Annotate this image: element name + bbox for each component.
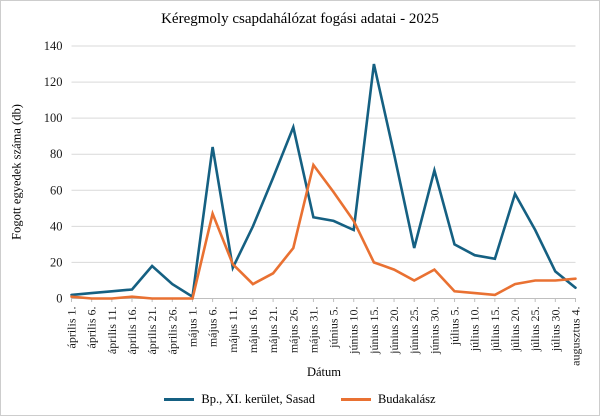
x-tick-label: május 26.	[286, 307, 300, 354]
series-line-0	[70, 63, 577, 299]
legend-item-0[interactable]: Bp., XI. kerület, Sasad	[164, 392, 315, 407]
legend-swatch-icon	[164, 398, 195, 401]
y-tick-label: 60	[50, 183, 63, 197]
x-tick-label: június 30.	[427, 307, 441, 355]
x-tick-label: május 1.	[185, 307, 199, 348]
y-tick-label: 20	[50, 255, 63, 269]
y-tick-label: 0	[56, 292, 62, 306]
x-tick-label: július 25.	[528, 307, 542, 353]
legend: Bp., XI. kerület, Sasad Budakalász	[1, 392, 599, 407]
x-tick-label: július 20.	[508, 307, 522, 353]
x-tick-label: április 6.	[85, 307, 99, 349]
y-tick-label: 80	[50, 147, 63, 161]
x-axis-title: Dátum	[306, 365, 342, 379]
x-tick-label: május 11.	[226, 307, 240, 353]
x-tick-label: július 30.	[548, 307, 562, 353]
x-tick-label: július 5.	[448, 307, 462, 347]
y-tick-label: 40	[50, 219, 63, 233]
x-tick-label: május 16.	[246, 307, 260, 354]
y-tick-label: 140	[44, 39, 63, 53]
x-tick-label: május 21.	[266, 307, 280, 354]
legend-label: Budakalász	[377, 392, 436, 406]
x-tick-label: június 15.	[367, 307, 381, 355]
x-tick-label: április 16.	[125, 307, 139, 355]
x-tick-label: április 21.	[145, 307, 159, 355]
x-tick-label: július 10.	[468, 307, 482, 353]
x-tick-label: június 5.	[327, 307, 341, 349]
y-axis-title: Fogott egyedek száma (db)	[9, 104, 24, 240]
x-tick-label: június 25.	[407, 307, 421, 355]
x-tick-label: április 11.	[105, 307, 119, 355]
legend-item-1[interactable]: Budakalász	[340, 392, 436, 407]
series-line-1	[70, 162, 577, 300]
x-tick-label: július 15.	[488, 307, 502, 353]
x-tick-label: augusztus 4.	[569, 307, 583, 366]
x-tick-label: április 1.	[65, 307, 79, 349]
x-tick-label: június 20.	[387, 307, 401, 355]
legend-swatch-icon	[340, 398, 371, 401]
legend-label: Bp., XI. kerület, Sasad	[201, 392, 315, 406]
x-tick-label: május 6.	[206, 307, 220, 348]
x-tick-label: június 10.	[347, 307, 361, 355]
y-tick-label: 120	[44, 75, 63, 89]
y-tick-label: 100	[44, 111, 63, 125]
x-tick-label: április 26.	[165, 307, 179, 355]
x-tick-label: május 31.	[306, 307, 320, 354]
chart-title: Kéregmoly csapdahálózat fogási adatai - …	[161, 11, 439, 27]
